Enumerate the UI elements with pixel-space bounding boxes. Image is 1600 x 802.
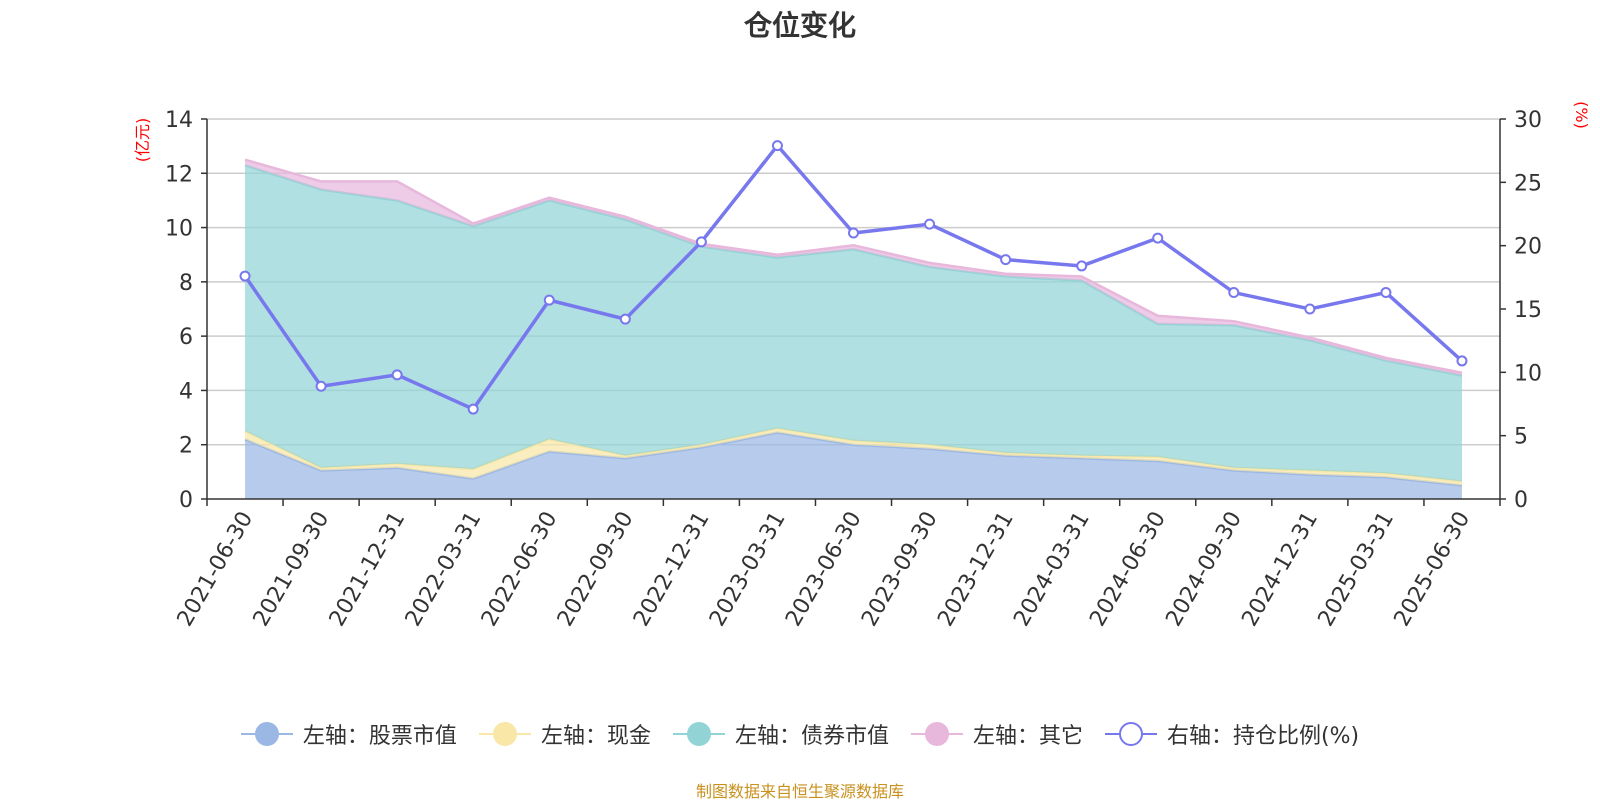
- x-axis-tick-label: 2021-06-30: [173, 508, 259, 631]
- legend-marker-icon: [240, 721, 293, 747]
- right-axis-tick-label: 5: [1514, 425, 1528, 450]
- ratio-point: [1304, 303, 1316, 315]
- right-axis-tick-label: 20: [1514, 235, 1542, 260]
- left-axis-tick-label: 10: [165, 217, 193, 242]
- legend-item[interactable]: 右轴：持仓比例(%): [1104, 718, 1360, 750]
- legend-marker-icon: [478, 721, 531, 747]
- left-axis-tick-label: 0: [179, 488, 193, 513]
- x-axis-tick-label: 2024-06-30: [1085, 508, 1171, 631]
- chart-legend: 左轴：股票市值 左轴：现金 左轴：债券市值 左轴：其它 右轴：持仓比例(%): [0, 718, 1600, 750]
- ratio-point: [619, 313, 631, 325]
- area-1: [245, 432, 1462, 499]
- legend-item[interactable]: 左轴：债券市值: [672, 718, 889, 750]
- legend-marker-icon: [910, 721, 963, 747]
- x-axis-tick-label: 2025-06-30: [1390, 508, 1476, 631]
- area-edge-4: [244, 158, 1463, 375]
- chart-title: 仓位变化: [743, 9, 856, 42]
- left-axis-tick-label: 14: [165, 108, 193, 133]
- right-axis-tick-label: 30: [1514, 108, 1542, 133]
- x-axis-tick-label: 2024-09-30: [1161, 508, 1247, 631]
- ratio-point: [1152, 232, 1164, 244]
- legend-marker-icon: [1104, 721, 1157, 747]
- right-axis-unit: (%): [1572, 101, 1591, 129]
- x-axis-tick-label: 2022-03-31: [401, 508, 487, 631]
- x-axis-tick-label: 2021-09-30: [249, 508, 335, 631]
- ratio-point: [924, 218, 936, 230]
- x-axis-tick-label: 2022-06-30: [477, 508, 563, 631]
- ratio-point: [543, 294, 555, 306]
- x-axis-tick-label: 2025-03-31: [1314, 508, 1400, 631]
- legend-label: 右轴：持仓比例(%): [1166, 724, 1360, 749]
- legend-label: 左轴：其它: [972, 724, 1083, 749]
- left-axis-tick-label: 12: [165, 162, 193, 187]
- x-axis-tick-label: 2024-03-31: [1009, 508, 1095, 631]
- legend-marker-icon: [672, 721, 725, 747]
- right-axis-tick-label: 15: [1514, 298, 1542, 323]
- area-3: [245, 165, 1462, 482]
- legend-label: 左轴：债券市值: [734, 724, 889, 749]
- legend-label: 左轴：现金: [540, 724, 651, 749]
- right-axis-tick-label: 25: [1514, 171, 1542, 196]
- left-axis-tick-label: 4: [179, 379, 193, 404]
- left-axis-tick-label: 6: [179, 325, 193, 350]
- left-axis-unit: (亿元): [133, 118, 152, 163]
- right-axis-tick-label: 10: [1514, 361, 1542, 386]
- area-4: [245, 159, 1462, 376]
- x-axis-tick-label: 2023-09-30: [857, 508, 943, 631]
- legend-item[interactable]: 左轴：股票市值: [240, 718, 457, 750]
- ratio-point: [467, 403, 479, 415]
- ratio-point: [1000, 254, 1012, 266]
- x-axis-tick-label: 2024-12-31: [1237, 508, 1323, 631]
- ratio-point: [1228, 287, 1240, 299]
- left-axis-tick-label: 8: [179, 271, 193, 296]
- x-axis-tick-label: 2023-03-31: [705, 508, 791, 631]
- area-2: [245, 428, 1462, 486]
- x-axis-tick-label: 2021-12-31: [325, 508, 411, 631]
- ratio-point: [1380, 287, 1392, 299]
- legend-label: 左轴：股票市值: [302, 724, 457, 749]
- x-axis-tick-label: 2022-09-30: [553, 508, 639, 631]
- ratio-point: [239, 270, 251, 282]
- left-axis-tick-label: 2: [179, 434, 193, 459]
- ratio-point: [391, 369, 403, 381]
- area-edge-2: [244, 427, 1463, 483]
- ratio-point: [771, 140, 783, 152]
- ratio-point: [848, 227, 859, 239]
- x-axis-tick-label: 2023-12-31: [933, 508, 1019, 631]
- legend-item[interactable]: 左轴：现金: [478, 718, 651, 750]
- ratio-point: [315, 380, 327, 392]
- x-axis-tick-label: 2023-06-30: [781, 508, 867, 631]
- ratio-point: [1456, 355, 1468, 367]
- legend-item[interactable]: 左轴：其它: [910, 718, 1083, 750]
- x-axis-tick-label: 2022-12-31: [629, 508, 715, 631]
- ratio-point: [1076, 260, 1088, 272]
- right-axis-tick-label: 0: [1514, 488, 1528, 513]
- ratio-point: [695, 236, 707, 248]
- data-source-footer: 制图数据来自恒生聚源数据库: [695, 782, 904, 801]
